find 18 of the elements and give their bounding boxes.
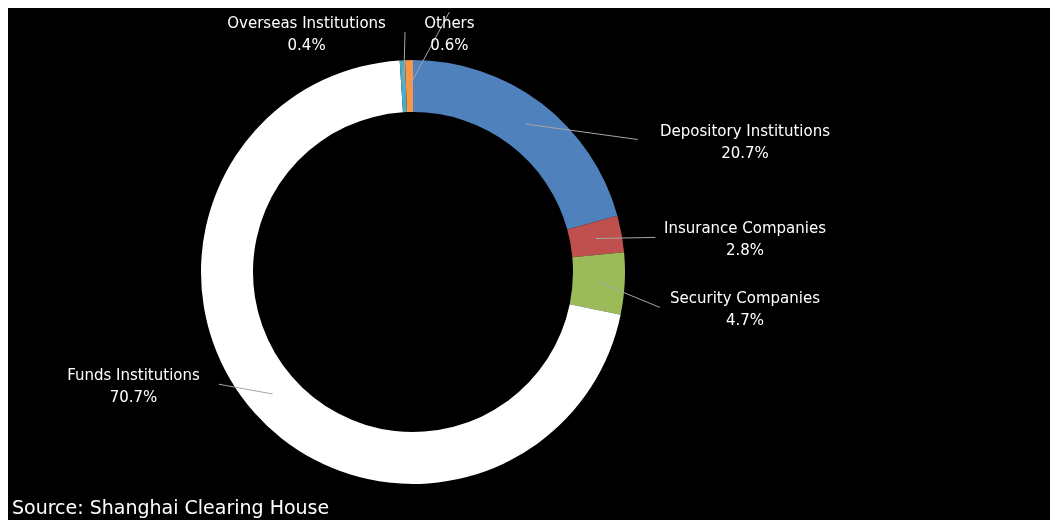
donut-slice bbox=[405, 60, 413, 113]
donut-slice bbox=[413, 60, 618, 230]
donut-slice bbox=[201, 60, 621, 484]
slice-label: Overseas Institutions bbox=[227, 14, 387, 32]
data-label: 4.7% bbox=[725, 311, 765, 330]
slice-label: Others bbox=[424, 14, 475, 32]
slice-label: Insurance Companies bbox=[663, 219, 827, 238]
source-note: Source: Shanghai Clearing House bbox=[12, 496, 330, 518]
data-label: 70.7% bbox=[109, 388, 158, 407]
data-label: 20.7% bbox=[721, 143, 769, 162]
data-label: 2.8% bbox=[725, 241, 765, 260]
slice-label: Depository Institutions bbox=[659, 121, 831, 140]
slice-label: Security Companies bbox=[669, 289, 821, 308]
donut-slice bbox=[569, 252, 625, 315]
data-label: 0.4% bbox=[287, 36, 326, 54]
donut-slice bbox=[567, 215, 625, 258]
data-label: 0.6% bbox=[430, 36, 469, 54]
slice-label: Funds Institutions bbox=[67, 366, 200, 385]
